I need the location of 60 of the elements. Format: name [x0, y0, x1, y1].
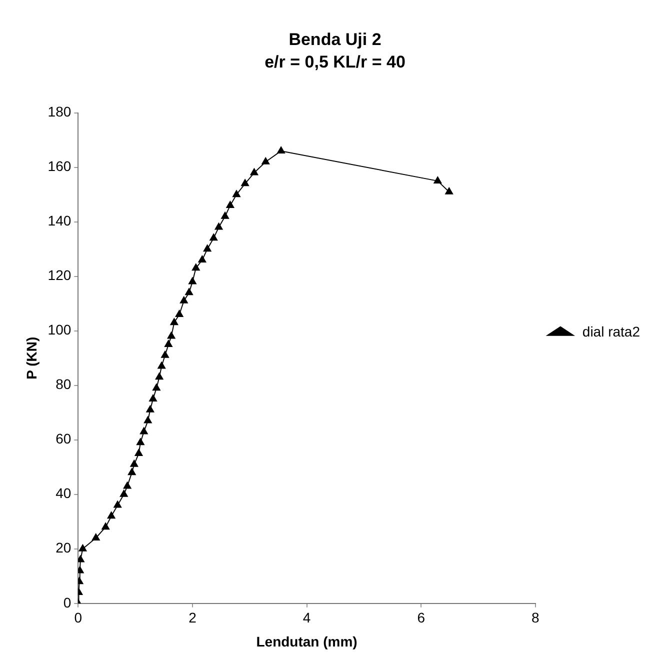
point [241, 179, 250, 186]
point [445, 187, 454, 194]
point [185, 288, 194, 296]
point [128, 468, 136, 476]
point [102, 522, 110, 530]
y-tick-label: 180 [48, 104, 72, 120]
y-tick-label: 140 [48, 212, 72, 229]
x-tick-label: 4 [302, 610, 311, 626]
point [114, 500, 122, 508]
y-tick-label: 120 [48, 267, 72, 284]
y-tick-label: 160 [48, 158, 72, 174]
point [167, 332, 176, 339]
point [120, 490, 128, 497]
y-tick-label: 0 [63, 594, 72, 610]
point [262, 157, 270, 164]
point [221, 212, 230, 219]
point [164, 340, 172, 347]
chart-title: Benda Uji 2 [288, 30, 382, 49]
point [152, 384, 160, 391]
point [140, 427, 148, 434]
point [136, 438, 144, 446]
point [214, 222, 223, 230]
y-tick-label: 60 [56, 430, 72, 447]
y-axis-title: P (KN) [23, 336, 40, 380]
point [92, 533, 100, 540]
point [130, 460, 138, 467]
point [226, 200, 234, 208]
point [434, 176, 442, 184]
point [78, 544, 87, 552]
point [203, 244, 212, 252]
point [198, 255, 206, 262]
point [107, 512, 116, 519]
x-tick-label: 0 [74, 610, 82, 626]
y-tick-label: 40 [56, 485, 72, 502]
chart-subtitle: e/r = 0,5 KL/r = 40 [264, 52, 406, 72]
point [210, 234, 218, 241]
point [175, 310, 184, 317]
point [277, 146, 286, 154]
point [149, 394, 157, 402]
point [188, 277, 196, 284]
x-axis-title: Lendutan (mm) [256, 633, 358, 650]
legend-label: dial rata2 [582, 323, 640, 340]
point [180, 296, 188, 304]
point [155, 372, 164, 380]
point [134, 448, 143, 456]
point [146, 405, 154, 412]
point [158, 362, 166, 369]
point [123, 482, 132, 489]
y-tick-label: 80 [56, 376, 72, 392]
point [144, 416, 152, 424]
x-tick-label: 8 [532, 610, 540, 626]
x-tick-label: 6 [417, 610, 426, 626]
x-tick-label: 2 [188, 610, 197, 626]
point [170, 318, 178, 326]
point [232, 190, 240, 198]
point [161, 350, 169, 358]
y-tick-label: 20 [56, 540, 72, 556]
point [192, 264, 200, 271]
y-tick-label: 100 [48, 322, 72, 338]
point [250, 168, 258, 176]
